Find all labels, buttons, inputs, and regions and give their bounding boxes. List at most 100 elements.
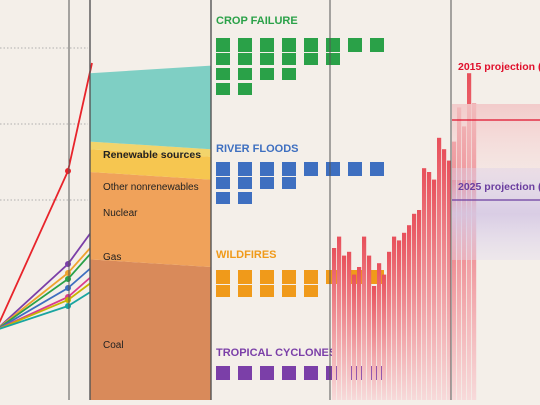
hazard-bar	[260, 366, 274, 380]
hazard-bar	[260, 177, 274, 189]
area-label: Renewable sources	[103, 149, 201, 161]
hazard-bar	[304, 53, 318, 65]
hazard-bar	[326, 38, 340, 52]
red-bar	[367, 255, 372, 400]
red-bar	[417, 210, 422, 400]
projection-band	[452, 104, 540, 180]
hazard-bar	[238, 270, 252, 284]
hazard-bar	[260, 68, 274, 80]
red-bar	[432, 179, 437, 400]
red-bar	[437, 137, 442, 401]
hazard-bar	[370, 162, 384, 176]
red-bars-panel	[332, 73, 477, 401]
hazard-bar	[238, 53, 252, 65]
area-band	[90, 141, 211, 157]
hazard-title: TROPICAL CYCLONES	[216, 347, 336, 359]
red-bar	[372, 286, 377, 400]
area-band	[90, 149, 211, 180]
red-bar	[442, 149, 447, 400]
hazard-bar	[326, 53, 340, 65]
hazard-bar	[304, 162, 318, 176]
red-bar	[462, 126, 467, 401]
area-label: Coal	[103, 340, 124, 351]
hazard-bar	[216, 38, 230, 52]
area-band	[90, 172, 211, 267]
area-label: Gas	[103, 252, 121, 263]
hazard-bar	[216, 53, 230, 65]
area-band	[90, 65, 211, 150]
energy-mix-panel: Renewable sources Other nonrenewables Nucl…	[90, 65, 211, 400]
hazard-bar	[216, 83, 230, 95]
emissions-lines-panel	[0, 47, 93, 330]
area-label: Other nonrenewables	[103, 182, 199, 193]
hazard-bar	[238, 83, 252, 95]
hazard-bar	[282, 53, 296, 65]
hazard-bar	[260, 285, 274, 297]
hazard-bar	[348, 38, 362, 52]
red-bar	[377, 263, 382, 400]
red-bar	[392, 236, 397, 400]
hazard-bar	[238, 38, 252, 52]
hazard-bar	[260, 53, 274, 65]
hazard-bar	[238, 366, 252, 380]
hazard-bar	[304, 366, 318, 380]
hazard-bar	[282, 68, 296, 80]
data-point	[65, 276, 71, 282]
red-bar	[422, 168, 427, 400]
line-series	[0, 266, 93, 329]
hazard-bar	[282, 366, 296, 380]
red-bar	[447, 160, 452, 400]
hazard-title: WILDFIRES	[216, 249, 277, 261]
hazard-title: CROP FAILURE	[216, 15, 298, 27]
hazard-bar	[282, 177, 296, 189]
hazard-bar	[238, 192, 252, 204]
red-bar	[382, 274, 387, 400]
data-point	[65, 297, 71, 303]
hazard-bar	[282, 285, 296, 297]
hazard-bar	[282, 162, 296, 176]
data-point	[65, 303, 71, 309]
projection-label: 2015 projection (°C)	[458, 61, 540, 73]
hazard-bar	[216, 177, 230, 189]
hazard-bar	[216, 68, 230, 80]
red-bar	[357, 267, 362, 400]
area-label: Nuclear	[103, 208, 138, 219]
hazard-bar	[326, 162, 340, 176]
hazard-bar	[304, 285, 318, 297]
hazard-bar	[282, 38, 296, 52]
hazard-rows-panel: CROP FAILURE RIVER FLOODS WILDFIRES TROPICA…	[216, 15, 384, 380]
hazard-bar	[216, 270, 230, 284]
red-bar	[412, 213, 417, 400]
projection-band	[452, 168, 540, 260]
red-bar	[427, 172, 432, 400]
data-point	[65, 285, 71, 291]
hazard-bar	[260, 38, 274, 52]
data-point	[65, 168, 71, 174]
hazard-bar	[304, 270, 318, 284]
hazard-bar	[370, 38, 384, 52]
red-bar	[347, 251, 352, 400]
hazard-bar	[282, 270, 296, 284]
red-bar	[342, 255, 347, 400]
projections-panel: 2015 projection (°C) 2025 projection (°C)	[452, 61, 540, 260]
panel-dividers	[68, 0, 452, 400]
red-bar	[337, 236, 342, 400]
projection-label: 2025 projection (°C)	[458, 181, 540, 193]
hazard-bar	[260, 162, 274, 176]
line-series	[0, 290, 93, 330]
hazard-bar	[216, 366, 230, 380]
red-bar	[402, 232, 407, 400]
hazard-bar	[216, 192, 230, 204]
hazard-bar	[238, 177, 252, 189]
hazard-bar	[238, 68, 252, 80]
red-bar	[362, 236, 367, 400]
area-band	[90, 259, 211, 400]
hazard-bar	[216, 162, 230, 176]
red-bar	[397, 240, 402, 400]
hazard-bar	[304, 38, 318, 52]
red-bar	[332, 248, 337, 400]
red-bar	[387, 251, 392, 400]
hazard-bar	[260, 270, 274, 284]
